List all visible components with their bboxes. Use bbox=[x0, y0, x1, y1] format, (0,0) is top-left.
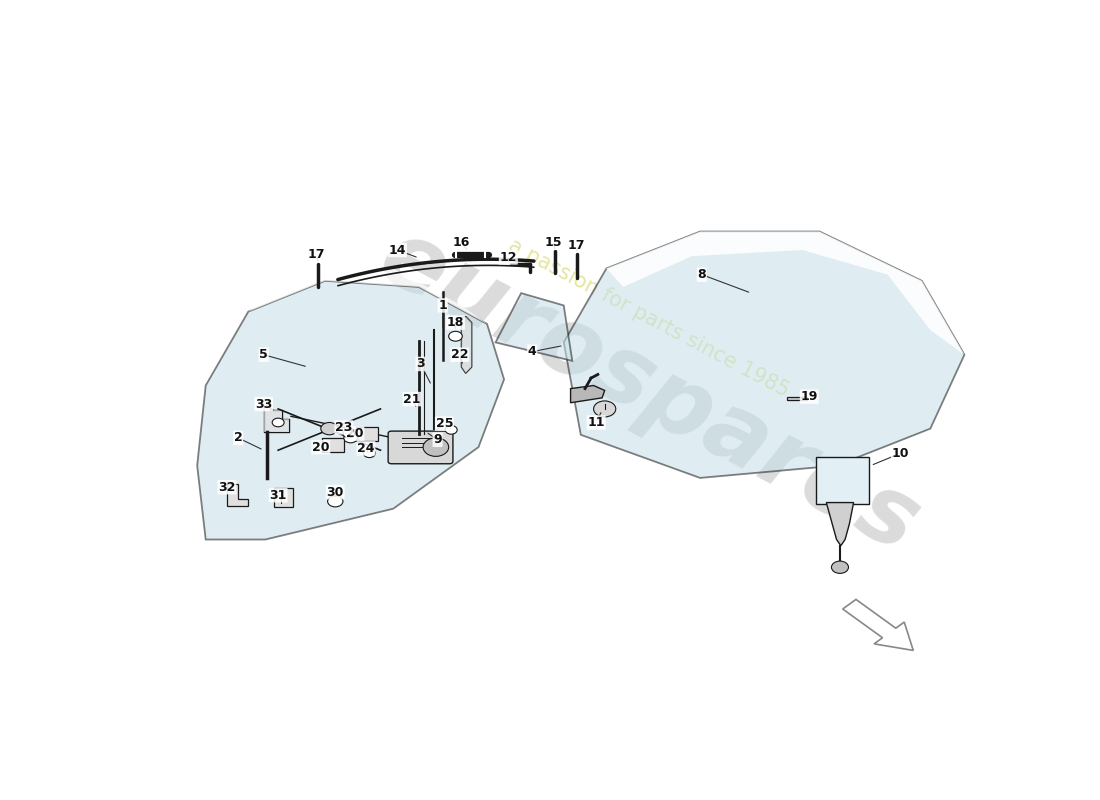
Text: 32: 32 bbox=[218, 481, 235, 494]
Text: a passion for parts since 1985: a passion for parts since 1985 bbox=[505, 235, 793, 401]
Text: 10: 10 bbox=[892, 446, 910, 460]
Circle shape bbox=[363, 449, 375, 458]
Text: 31: 31 bbox=[270, 489, 287, 502]
Text: 24: 24 bbox=[358, 442, 375, 455]
FancyBboxPatch shape bbox=[355, 427, 378, 441]
Text: 12: 12 bbox=[499, 251, 517, 264]
Circle shape bbox=[424, 438, 449, 456]
Text: 19: 19 bbox=[801, 390, 818, 403]
Text: 9: 9 bbox=[433, 434, 442, 446]
FancyBboxPatch shape bbox=[816, 457, 869, 504]
FancyBboxPatch shape bbox=[321, 438, 344, 452]
Polygon shape bbox=[826, 502, 854, 546]
FancyArrow shape bbox=[843, 599, 913, 650]
Polygon shape bbox=[788, 397, 806, 400]
Text: eurospares: eurospares bbox=[364, 211, 934, 573]
Text: 3: 3 bbox=[416, 358, 425, 370]
Text: 20: 20 bbox=[346, 427, 364, 440]
Circle shape bbox=[449, 331, 462, 341]
Text: 23: 23 bbox=[336, 421, 352, 434]
Text: 8: 8 bbox=[697, 268, 706, 281]
Text: 17: 17 bbox=[308, 249, 326, 262]
Text: 5: 5 bbox=[260, 348, 268, 362]
Text: 2: 2 bbox=[233, 431, 242, 444]
Polygon shape bbox=[563, 231, 965, 478]
Polygon shape bbox=[606, 231, 965, 354]
Circle shape bbox=[321, 422, 338, 435]
Polygon shape bbox=[462, 317, 472, 373]
Text: 15: 15 bbox=[544, 236, 562, 249]
Circle shape bbox=[832, 561, 848, 574]
Circle shape bbox=[594, 401, 616, 417]
Text: 30: 30 bbox=[327, 486, 344, 498]
Circle shape bbox=[328, 496, 343, 507]
Circle shape bbox=[344, 433, 358, 443]
Circle shape bbox=[272, 418, 284, 426]
Polygon shape bbox=[264, 407, 289, 432]
Polygon shape bbox=[249, 269, 487, 324]
Polygon shape bbox=[495, 293, 572, 361]
Text: 16: 16 bbox=[453, 236, 470, 249]
Text: 11: 11 bbox=[587, 416, 605, 429]
FancyBboxPatch shape bbox=[274, 488, 293, 507]
Text: 25: 25 bbox=[436, 418, 453, 430]
Text: 1: 1 bbox=[438, 299, 447, 312]
Polygon shape bbox=[571, 386, 605, 402]
Circle shape bbox=[343, 430, 355, 438]
Text: 21: 21 bbox=[404, 393, 421, 406]
Text: 33: 33 bbox=[255, 398, 273, 410]
Text: 18: 18 bbox=[447, 316, 464, 329]
FancyBboxPatch shape bbox=[388, 431, 453, 464]
Text: 17: 17 bbox=[568, 238, 585, 251]
Text: 4: 4 bbox=[528, 345, 537, 358]
Text: 14: 14 bbox=[388, 243, 406, 257]
Circle shape bbox=[446, 426, 458, 434]
Polygon shape bbox=[197, 281, 504, 539]
Polygon shape bbox=[227, 484, 249, 506]
Text: 20: 20 bbox=[312, 441, 330, 454]
Text: 22: 22 bbox=[451, 348, 469, 362]
